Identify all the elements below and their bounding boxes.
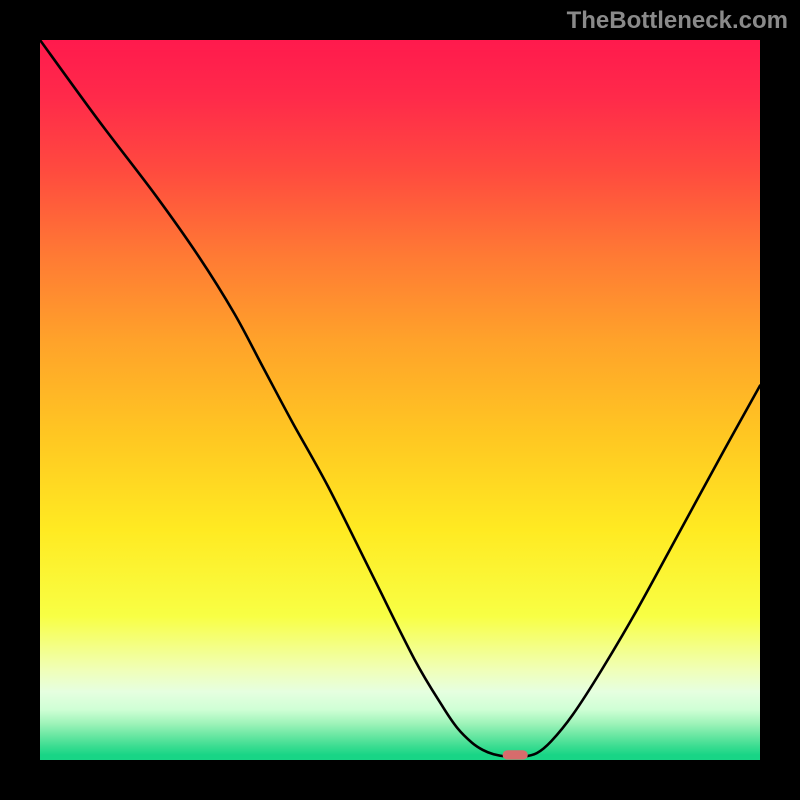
attribution-label: TheBottleneck.com xyxy=(567,7,788,34)
chart-plot-area xyxy=(0,0,800,800)
chart-gradient-background xyxy=(40,40,760,760)
bottleneck-chart: TheBottleneck.com xyxy=(0,0,800,800)
chart-wrapper: TheBottleneck.com xyxy=(0,0,800,800)
optimal-point-marker xyxy=(503,750,528,759)
